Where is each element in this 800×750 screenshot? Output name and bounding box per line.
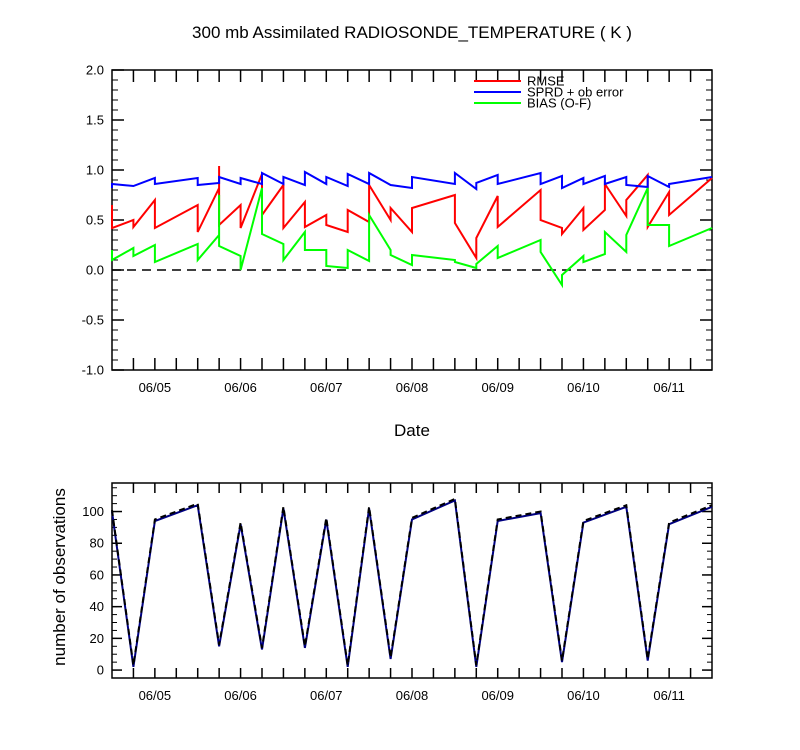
series-line-sprd-ob-error: [111, 170, 713, 191]
y-axis-title-observations: number of observations: [50, 488, 69, 666]
y-tick-label: 1.5: [86, 113, 104, 128]
x-tick-label: 06/11: [653, 688, 685, 703]
x-axis-title: Date: [394, 421, 430, 440]
x-tick-label: 06/06: [224, 688, 257, 703]
top-panel: -1.0 -0.5 0.0 0.5 1.0 1.5 2.0 06/05 06/06 06/07 06…: [82, 63, 713, 395]
x-tick-label: 06/06: [224, 380, 257, 395]
y-tick-label: 0.0: [86, 263, 104, 278]
x-tick-label: 06/08: [396, 380, 429, 395]
x-tick-label: 06/11: [653, 380, 685, 395]
y-tick-label: 0.5: [86, 213, 104, 228]
y-tick-label: 40: [90, 599, 104, 614]
y-tick-label: 100: [82, 504, 104, 519]
y-tick-label: -1.0: [82, 363, 104, 378]
y-tick-label: 1.0: [86, 163, 104, 178]
x-tick-label: 06/10: [567, 380, 600, 395]
series-line-rmse: [111, 166, 713, 262]
x-tick-label: 06/09: [481, 688, 514, 703]
legend-label: BIAS (O-F): [527, 96, 591, 111]
legend-label: SPRD + ob error: [527, 85, 624, 100]
x-tick-label: 06/05: [139, 688, 172, 703]
y-tick-label: 20: [90, 631, 104, 646]
y-tick-label: 60: [90, 567, 104, 582]
bottom-panel: 0 20 40 60 80 100 06/05 06/06 06/07 06/08 06/09 06/…: [82, 482, 713, 703]
chart-title: 300 mb Assimilated RADIOSONDE_TEMPERATUR…: [192, 23, 632, 42]
y-tick-label: 80: [90, 536, 104, 551]
x-tick-label: 06/08: [396, 688, 429, 703]
x-tick-label: 06/09: [481, 380, 514, 395]
legend-label: RMSE: [527, 74, 565, 89]
y-tick-label: -0.5: [82, 313, 104, 328]
series-line-bias-o-f: [111, 187, 713, 289]
y-tick-label: 2.0: [86, 63, 104, 78]
x-tick-label: 06/05: [139, 380, 172, 395]
y-tick-label: 0: [97, 663, 104, 678]
x-tick-label: 06/07: [310, 380, 343, 395]
x-tick-label: 06/10: [567, 688, 600, 703]
series-line-dashed: [111, 497, 713, 666]
x-tick-label: 06/07: [310, 688, 343, 703]
plot-frame: [111, 482, 713, 679]
